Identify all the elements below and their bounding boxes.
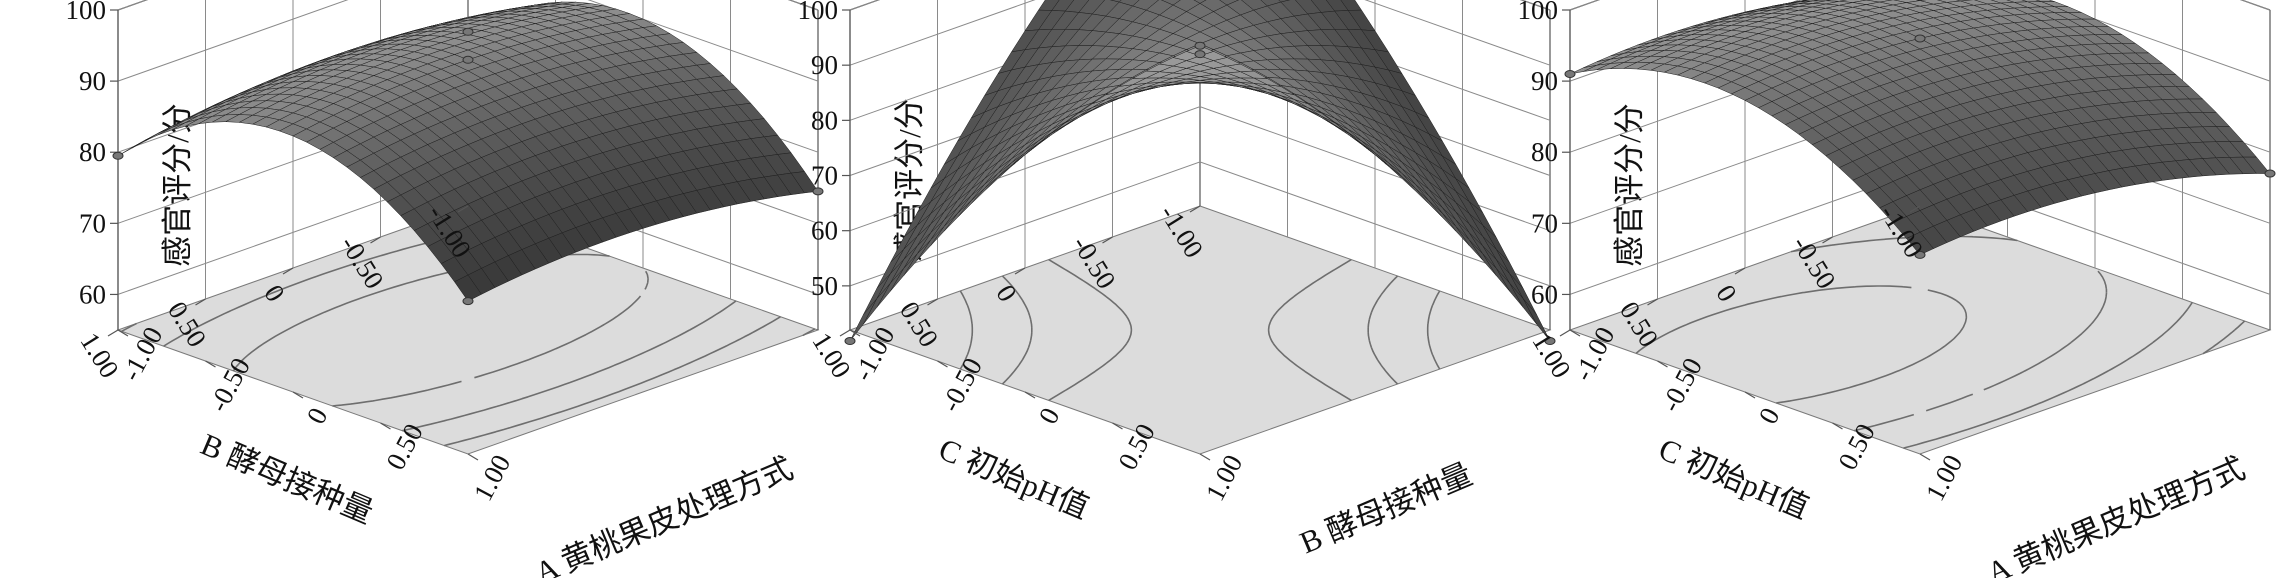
contour-line [802, 328, 816, 337]
z-tick-label: 80 [811, 105, 838, 135]
contour-line [1048, 258, 1352, 402]
floor-contours [959, 258, 1441, 402]
x-axis-label: A 黄桃果皮处理方式 [1982, 450, 2250, 578]
z-tick-label: 70 [811, 161, 838, 191]
design-point-marker [462, 297, 474, 306]
z-axis-label: 感官评分/分 [1612, 103, 1647, 267]
design-point-marker [1914, 250, 1926, 259]
z-tick-label: 80 [1531, 137, 1558, 167]
contour-line [1903, 301, 2193, 449]
z-axis-ticks: 60 70 80 90 100 [66, 0, 119, 330]
design-point-marker [1564, 70, 1576, 78]
x-tick-label: 0 [1753, 403, 1786, 429]
y-axis-label: C 初始pH值 [1654, 431, 1814, 525]
design-points [844, 41, 1556, 346]
z-tick-label: 60 [1531, 279, 1558, 309]
z-axis-ticks: 60 70 80 90 100 [1518, 0, 1571, 330]
x-axis-label: A 黄桃果皮处理方式 [530, 450, 798, 578]
response-surface [1569, 0, 2271, 256]
contour-line [1001, 275, 1399, 385]
contour-line [1635, 285, 1968, 404]
z-tick-label: 80 [79, 137, 106, 167]
z-tick-label: 100 [66, 0, 107, 25]
surface-panel-bc: 感官评分/分 B 酵母接种量 C 初始pH值 5060708090100-1.0… [798, 0, 1556, 560]
z-tick-label: 60 [79, 279, 106, 309]
x-tick-label: 0 [301, 403, 334, 429]
design-point-marker [462, 27, 474, 36]
design-point-marker [2264, 169, 2276, 178]
design-point-marker [462, 55, 474, 64]
design-points [112, 27, 824, 306]
design-point-marker [1544, 337, 1556, 346]
contour-line [232, 253, 649, 407]
z-tick-label: 60 [811, 216, 838, 246]
design-point-marker [1914, 34, 1926, 43]
surface-panel-ac: 感官评分/分 A 黄桃果皮处理方式 C 初始pH值 60708090100-1.… [1518, 0, 2276, 578]
z-tick-label: 50 [811, 271, 838, 301]
z-tick-label: 70 [1531, 208, 1558, 238]
design-points [1564, 34, 2276, 259]
response-surface [849, 0, 1551, 342]
z-tick-label: 90 [1531, 66, 1558, 96]
y-tick-label: 1.00 [806, 327, 856, 383]
z-axis-ticks: 50 60 70 80 90 100 [798, 0, 851, 330]
z-tick-label: 100 [1518, 0, 1559, 25]
response-surface [117, 1, 819, 302]
x-tick-label: 0 [1033, 403, 1066, 429]
y-axis-label: C 初始pH值 [934, 431, 1094, 525]
y-axis-label: B 酵母接种量 [196, 426, 379, 530]
z-tick-label: 90 [79, 66, 106, 96]
z-tick-label: 70 [79, 208, 106, 238]
design-point-marker [1194, 50, 1206, 59]
design-point-marker [844, 337, 856, 346]
surface-panel-ab: 感官评分/分 A 黄桃果皮处理方式 B 酵母接种量 60708090100-1.… [66, 0, 824, 578]
design-point-marker [812, 187, 824, 196]
x-axis-label: B 酵母接种量 [1295, 456, 1478, 560]
z-tick-label: 100 [798, 0, 839, 25]
contour-line [959, 290, 1441, 370]
design-point-marker [112, 151, 124, 160]
z-tick-label: 90 [811, 50, 838, 80]
y-tick-label: 1.00 [74, 327, 124, 383]
contour-line [2202, 320, 2246, 355]
design-point-marker [1194, 41, 1206, 50]
